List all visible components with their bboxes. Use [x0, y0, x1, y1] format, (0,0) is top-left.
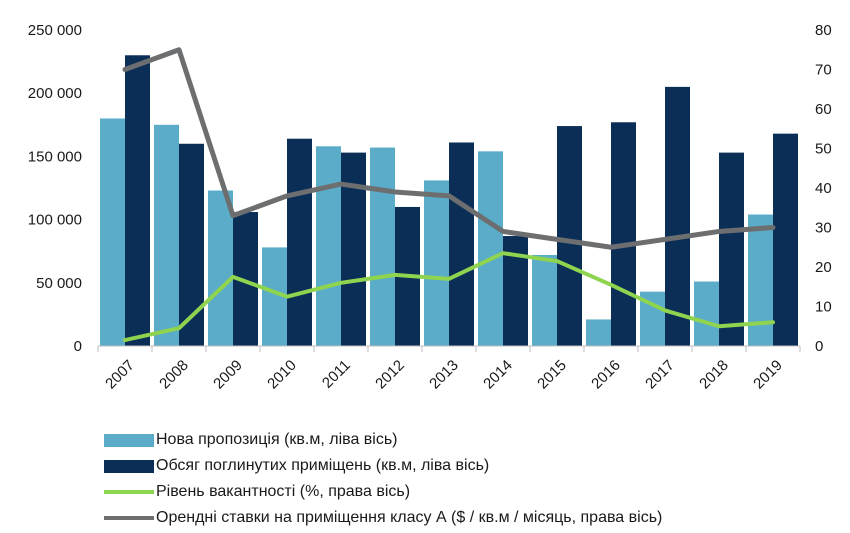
left-tick-label: 200 000 [28, 85, 82, 102]
x-tick-label: 2016 [588, 357, 624, 393]
bar-absorption-2007 [125, 55, 150, 346]
right-tick-label: 80 [815, 22, 832, 39]
right-tick-label: 10 [815, 299, 832, 316]
legend-swatch-new-supply [104, 433, 154, 447]
bar-absorption-2015 [557, 126, 582, 347]
bar-new-supply-2012 [370, 147, 395, 346]
legend-label-vacancy: Рівень вакантності (%, права вісь) [156, 483, 411, 500]
bar-new-supply-2011 [316, 146, 341, 346]
vacancy-rate-line [123, 251, 775, 343]
left-tick-label: 0 [74, 338, 82, 355]
x-axis-ticks: 2007 2008 2009 2010 2011 2012 2013 2014 2015 2016… [97, 346, 801, 393]
legend-item-new-supply: Нова пропозиція (кв.м, ліва вісь) [104, 427, 662, 453]
bar-absorption-2018 [719, 152, 744, 346]
x-tick-label: 2011 [319, 357, 354, 392]
bar-absorption-2008 [179, 143, 204, 346]
legend-item-absorption: Обсяг поглинутих приміщень (кв.м, ліва в… [104, 453, 662, 479]
left-tick-label: 100 000 [28, 212, 82, 229]
bar-new-supply-2015 [532, 254, 557, 346]
x-tick-label: 2010 [264, 357, 300, 393]
bar-absorption-2017 [665, 86, 690, 346]
bar-new-supply-2018 [694, 281, 719, 346]
bar-new-supply-2014 [478, 151, 503, 346]
bar-absorption-2010 [287, 138, 312, 346]
left-tick-label: 250 000 [28, 22, 82, 39]
right-tick-label: 40 [815, 180, 832, 197]
legend-item-vacancy: Рівень вакантності (%, права вісь) [104, 479, 662, 505]
x-tick-label: 2012 [372, 357, 408, 393]
bar-new-supply-2019 [748, 214, 773, 346]
right-tick-label: 30 [815, 220, 832, 237]
legend-label-rent: Орендні ставки на приміщення класу А ($ … [156, 509, 663, 526]
left-tick-label: 150 000 [28, 148, 82, 165]
x-tick-label: 2015 [534, 357, 570, 393]
bar-new-supply-2013 [424, 180, 449, 346]
bar-absorption-2019 [773, 133, 798, 346]
x-tick-label: 2009 [210, 357, 246, 393]
left-tick-label: 50 000 [36, 275, 82, 292]
bar-new-supply-2007 [100, 118, 125, 346]
left-axis-ticks: 0 50 000 100 000 150 000 200 000 250 000 [28, 22, 82, 355]
right-tick-label: 20 [815, 259, 832, 276]
x-tick-label: 2014 [480, 357, 516, 393]
legend-swatch-vacancy [104, 490, 154, 494]
right-axis-ticks: 0 10 20 30 40 50 60 70 80 [815, 22, 832, 355]
rent-rate-line [122, 47, 776, 250]
right-tick-label: 0 [815, 338, 823, 355]
bar-new-supply-2016 [586, 319, 611, 346]
x-tick-label: 2019 [750, 357, 786, 393]
x-tick-label: 2008 [156, 357, 192, 393]
bar-absorption-2016 [611, 122, 636, 346]
right-tick-label: 60 [815, 101, 832, 118]
bar-absorption-2013 [449, 142, 474, 346]
bar-absorption-2011 [341, 152, 366, 346]
x-tick-label: 2018 [696, 357, 732, 393]
combo-chart: 0 50 000 100 000 150 000 200 000 250 000 0 10 2… [28, 22, 832, 393]
legend-swatch-rent [104, 516, 154, 520]
x-tick-label: 2007 [102, 357, 138, 393]
line-series [122, 47, 776, 343]
legend-label-absorption: Обсяг поглинутих приміщень (кв.м, ліва в… [156, 457, 490, 474]
legend: Нова пропозиція (кв.м, ліва вісь) Обсяг … [104, 427, 662, 531]
legend-label-new-supply: Нова пропозиція (кв.м, ліва вісь) [156, 431, 398, 448]
x-tick-label: 2017 [642, 357, 678, 393]
right-tick-label: 50 [815, 141, 832, 158]
legend-swatch-absorption [104, 459, 154, 473]
legend-item-rent: Орендні ставки на приміщення класу А ($ … [104, 505, 662, 531]
x-tick-label: 2013 [426, 357, 462, 393]
bar-new-supply-2008 [154, 124, 179, 346]
bar-new-supply-2009 [208, 190, 233, 346]
right-tick-label: 70 [815, 62, 832, 79]
